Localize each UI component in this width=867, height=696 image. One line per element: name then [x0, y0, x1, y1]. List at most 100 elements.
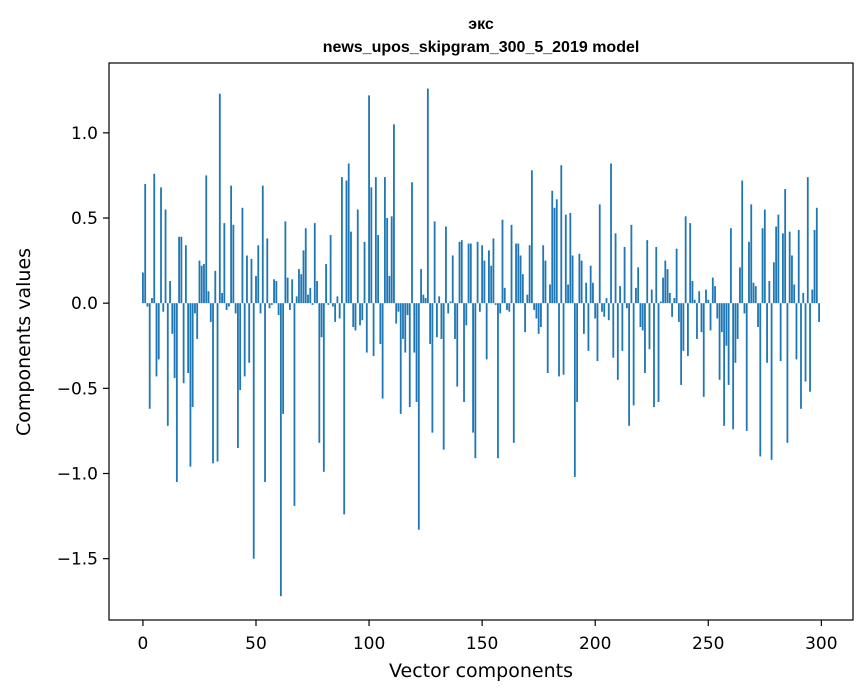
- bar-163: [510, 224, 513, 304]
- bar-157: [497, 303, 499, 459]
- bar-127: [429, 303, 432, 345]
- bar-153: [488, 250, 490, 304]
- y-axis-ticks: −1.5 −1.0 −0.5 0.0 0.5 1.0: [57, 124, 109, 570]
- bar-187: [564, 214, 567, 304]
- bar-139: [456, 303, 459, 387]
- bar-53: [261, 185, 264, 304]
- bar-152: [485, 303, 488, 360]
- bar-150: [481, 245, 484, 304]
- bar-182: [553, 207, 556, 304]
- bar-252: [711, 277, 714, 304]
- bar-45: [243, 303, 246, 377]
- bar-21: [189, 303, 192, 467]
- bar-16: [178, 236, 181, 304]
- bar-204: [603, 303, 606, 317]
- bar-46: [246, 255, 248, 304]
- bar-40: [232, 224, 235, 304]
- bar-179: [546, 303, 549, 374]
- bar-242: [689, 223, 692, 304]
- bar-148: [476, 241, 479, 304]
- bar-4: [151, 298, 153, 304]
- bar-235: [673, 298, 676, 304]
- bar-208: [612, 303, 615, 358]
- bar-134: [445, 226, 447, 304]
- bar-64: [286, 277, 289, 304]
- bar-165: [515, 243, 517, 304]
- bar-18: [182, 303, 185, 384]
- bar-232: [666, 269, 669, 304]
- bar-211: [619, 286, 621, 304]
- bar-180: [549, 284, 551, 304]
- bar-189: [569, 212, 572, 304]
- bar-175: [537, 303, 540, 334]
- bar-47: [248, 303, 251, 363]
- bar-264: [739, 267, 741, 304]
- bar-78: [318, 303, 321, 443]
- bar-194: [580, 260, 583, 304]
- bar-91: [347, 163, 350, 304]
- bar-52: [259, 303, 262, 314]
- bar-185: [560, 165, 563, 304]
- bar-266: [743, 303, 746, 314]
- bar-77: [316, 281, 318, 304]
- bar-274: [761, 228, 764, 304]
- bar-146: [472, 303, 474, 433]
- bar-269: [750, 204, 753, 304]
- bar-184: [558, 303, 560, 377]
- bar-198: [589, 265, 592, 304]
- bar-199: [592, 282, 594, 304]
- bar-12: [169, 281, 171, 304]
- bar-106: [381, 303, 384, 399]
- bar-192: [576, 303, 579, 402]
- bar-34: [218, 93, 221, 304]
- bar-219: [637, 267, 640, 304]
- bar-86: [336, 296, 339, 304]
- bar-181: [551, 190, 554, 304]
- bar-299: [818, 303, 820, 322]
- bar-158: [499, 303, 502, 314]
- bar-277: [768, 281, 771, 304]
- bar-65: [289, 303, 291, 310]
- bar-84: [331, 303, 334, 307]
- bar-169: [524, 303, 526, 333]
- bar-59: [275, 281, 278, 304]
- bar-170: [526, 294, 529, 304]
- bar-216: [630, 224, 633, 304]
- bar-66: [291, 279, 294, 304]
- plot-frame: [108, 62, 854, 621]
- bar-144: [467, 243, 470, 304]
- bar-15: [175, 303, 178, 483]
- y-tick-label: 1.0: [71, 124, 98, 144]
- bar-246: [698, 291, 701, 304]
- bar-131: [438, 296, 441, 304]
- bar-49: [252, 303, 255, 559]
- bar-178: [544, 260, 547, 304]
- bar-123: [420, 269, 422, 304]
- bar-13: [171, 303, 174, 334]
- y-tick-label: 0.5: [71, 209, 98, 229]
- bar-213: [623, 246, 626, 304]
- bar-258: [725, 303, 728, 346]
- bar-224: [648, 303, 651, 350]
- bar-155: [492, 238, 495, 304]
- bar-234: [671, 303, 673, 317]
- bar-284: [784, 189, 787, 304]
- bar-209: [614, 233, 617, 304]
- bar-68: [295, 296, 298, 304]
- y-tick-label: −0.5: [57, 379, 98, 399]
- bar-259: [727, 303, 730, 385]
- bar-238: [680, 303, 683, 385]
- bar-60: [277, 303, 280, 316]
- bar-107: [383, 177, 386, 304]
- bar-133: [442, 303, 445, 450]
- bar-253: [714, 286, 716, 304]
- bar-75: [311, 303, 314, 305]
- bar-207: [610, 163, 612, 304]
- bar-167: [519, 255, 522, 304]
- bar-30: [209, 303, 212, 322]
- bar-176: [540, 303, 542, 328]
- bar-71: [302, 250, 305, 304]
- bar-287: [791, 255, 793, 304]
- bar-0: [142, 272, 144, 304]
- bar-72: [304, 228, 307, 304]
